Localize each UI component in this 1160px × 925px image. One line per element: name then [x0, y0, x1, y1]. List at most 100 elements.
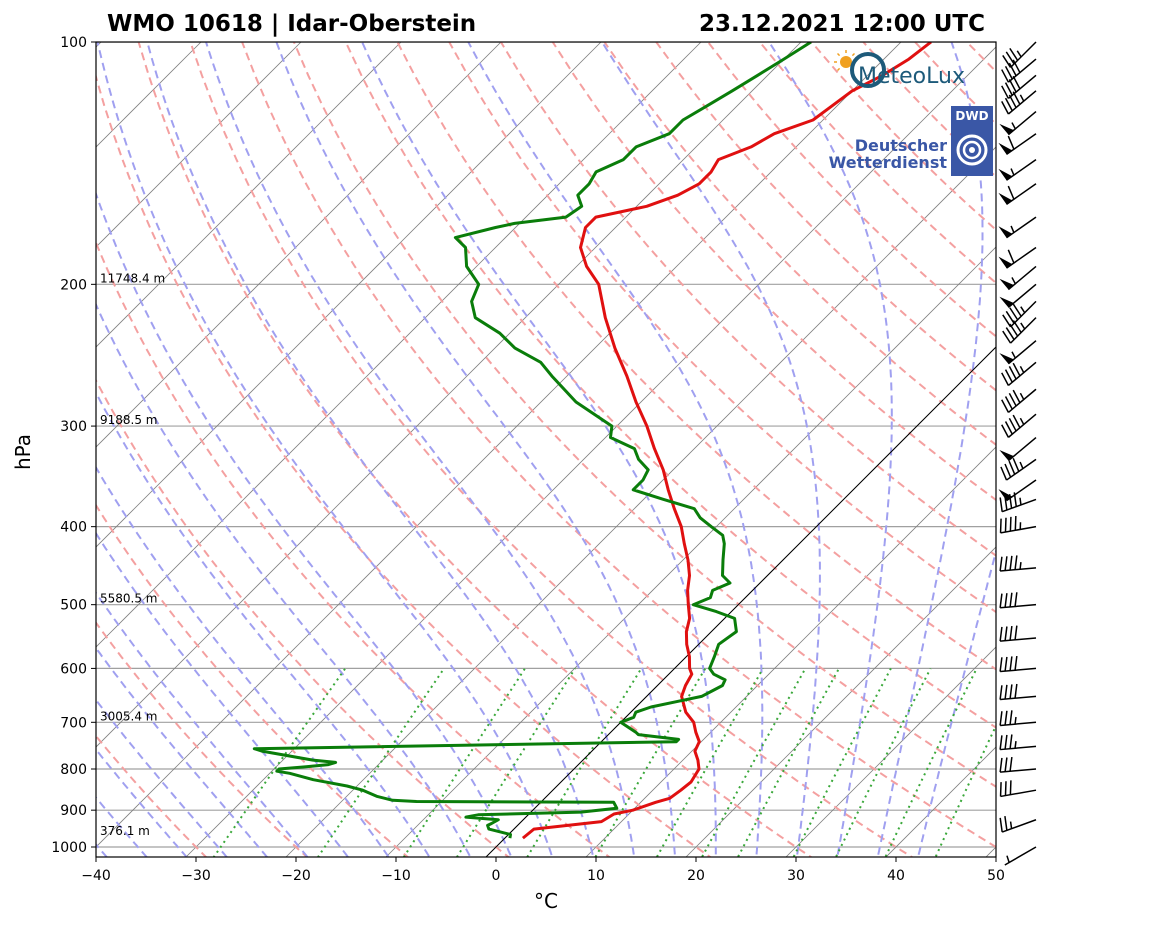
y-tick-label: 800 [60, 762, 87, 778]
wind-barb [999, 436, 1037, 462]
plot-area [96, 42, 996, 857]
dwd-line1: Deutscher [855, 136, 947, 155]
height-label-1000: 376.1 m [100, 824, 150, 838]
wind-barb [999, 110, 1037, 136]
moist-adiabat [96, 591, 309, 857]
wind-barb [999, 710, 1037, 727]
x-tick-label: −30 [181, 868, 211, 884]
isotherm [96, 42, 502, 448]
wind-barb [1004, 846, 1037, 866]
wind-barb [999, 283, 1037, 309]
wind-barb [1000, 457, 1037, 481]
wind-barb [1001, 361, 1037, 387]
dry-adiabat [96, 73, 712, 857]
moist-adiabat [96, 191, 513, 857]
moist-adiabat [96, 302, 472, 857]
y-tick-label: 700 [60, 715, 87, 731]
y-axis-label: hPa [11, 434, 35, 470]
wind-barb [998, 133, 1037, 155]
moist-adiabat [96, 465, 390, 857]
x-axis: −40 −30 −20 −10 0 10 20 30 40 50 [81, 857, 1005, 884]
wind-barb [999, 683, 1037, 701]
wind-barb [999, 515, 1037, 534]
y-tick-label: 1000 [51, 840, 87, 856]
isotherm [985, 846, 996, 857]
mixing-ratio [594, 667, 707, 857]
isotherm [96, 42, 402, 348]
wind-barb [1001, 74, 1037, 100]
y-tick-label: 500 [60, 598, 87, 614]
isotherm [96, 42, 602, 548]
moist-adiabat [96, 646, 269, 857]
dry-adiabat [96, 240, 611, 857]
wind-barb [999, 340, 1037, 365]
wind-barb [999, 816, 1037, 833]
y-tick-label: 900 [60, 803, 87, 819]
temperature-profile [521, 42, 932, 840]
y-tick-label: 200 [60, 277, 87, 293]
mixing-ratio-lines [212, 667, 996, 857]
wind-barb [999, 592, 1037, 609]
station-title: WMO 10618 | Idar-Oberstein [107, 11, 476, 37]
moist-adiabat [767, 42, 893, 857]
x-tick-label: −20 [281, 868, 311, 884]
dwd-line2: Wetterdienst [829, 153, 948, 172]
moist-adiabat [96, 531, 350, 857]
dry-adiabat [603, 42, 996, 447]
isotherm [585, 446, 996, 857]
wind-barb [1001, 388, 1037, 413]
x-tick-label: −10 [381, 868, 411, 884]
y-tick-label: 300 [60, 419, 87, 435]
moist-adiabat [361, 42, 717, 857]
wind-barb [998, 479, 1037, 502]
moist-adiabat [917, 547, 996, 857]
x-tick-label: 10 [587, 868, 605, 884]
isotherm [785, 646, 996, 857]
height-label-500: 5580.5 m [100, 592, 158, 606]
moist-adiabat-lines [96, 42, 996, 857]
spiral-icon [956, 134, 988, 166]
height-label-700: 3005.4 m [100, 709, 158, 723]
moist-adiabat [204, 42, 636, 857]
moist-adiabat [876, 42, 984, 857]
isotherm [96, 42, 702, 648]
dry-adiabat [241, 42, 996, 849]
y-tick-label: 100 [60, 35, 87, 51]
mixing-ratio [455, 667, 576, 857]
wind-barb [999, 555, 1037, 572]
dwd-badge: DWD [955, 109, 988, 123]
moist-adiabat [467, 42, 764, 857]
wind-barb [998, 183, 1037, 206]
moist-adiabat [275, 42, 676, 857]
wind-barb [998, 216, 1037, 239]
dry-adiabat [96, 621, 309, 857]
height-label-200: 11748.4 m [100, 271, 165, 285]
datetime-title: 23.12.2021 12:00 UTC [699, 11, 985, 37]
x-tick-label: 50 [987, 868, 1005, 884]
dry-adiabat [96, 734, 208, 857]
dwd-logo: Deutscher Wetterdienst DWD [829, 106, 993, 176]
wind-barb [1002, 41, 1037, 68]
dry-adiabat [448, 42, 996, 614]
wind-barb [999, 780, 1037, 798]
mixing-ratio [700, 667, 807, 857]
x-axis-label: °C [534, 889, 558, 913]
mixing-ratio [655, 667, 764, 857]
wind-barb [999, 756, 1037, 773]
x-tick-label: 0 [492, 868, 501, 884]
wind-barb [998, 246, 1037, 269]
isotherm [96, 42, 902, 848]
wind-barb [998, 159, 1037, 181]
dewpoint-profile [252, 42, 812, 839]
wind-barb [999, 265, 1037, 291]
height-label-300: 9188.5 m [100, 413, 158, 427]
meteolux-text: MeteoLux [858, 64, 965, 89]
x-tick-label: −40 [81, 868, 111, 884]
x-tick-label: 20 [687, 868, 705, 884]
wind-barbs [998, 41, 1037, 866]
isotherm [185, 46, 996, 857]
mixing-ratio [834, 667, 932, 857]
moist-adiabat [96, 390, 431, 857]
isotherm [96, 42, 302, 248]
dry-adiabat [189, 42, 914, 857]
